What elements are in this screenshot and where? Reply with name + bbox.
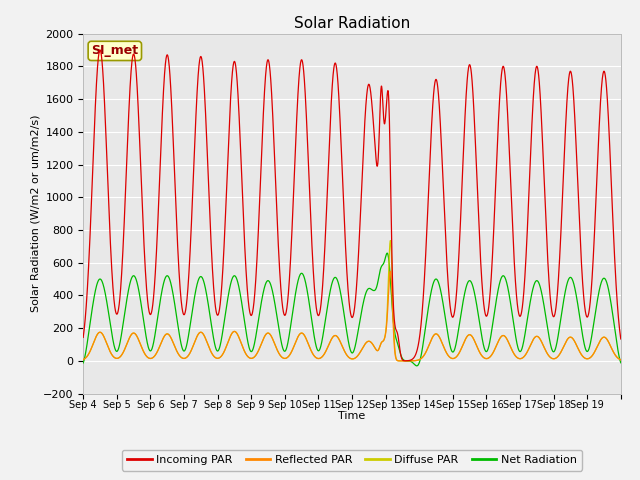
Text: SI_met: SI_met xyxy=(92,44,138,58)
Title: Solar Radiation: Solar Radiation xyxy=(294,16,410,31)
X-axis label: Time: Time xyxy=(339,411,365,421)
Legend: Incoming PAR, Reflected PAR, Diffuse PAR, Net Radiation: Incoming PAR, Reflected PAR, Diffuse PAR… xyxy=(122,450,582,471)
Y-axis label: Solar Radiation (W/m2 or um/m2/s): Solar Radiation (W/m2 or um/m2/s) xyxy=(30,115,40,312)
